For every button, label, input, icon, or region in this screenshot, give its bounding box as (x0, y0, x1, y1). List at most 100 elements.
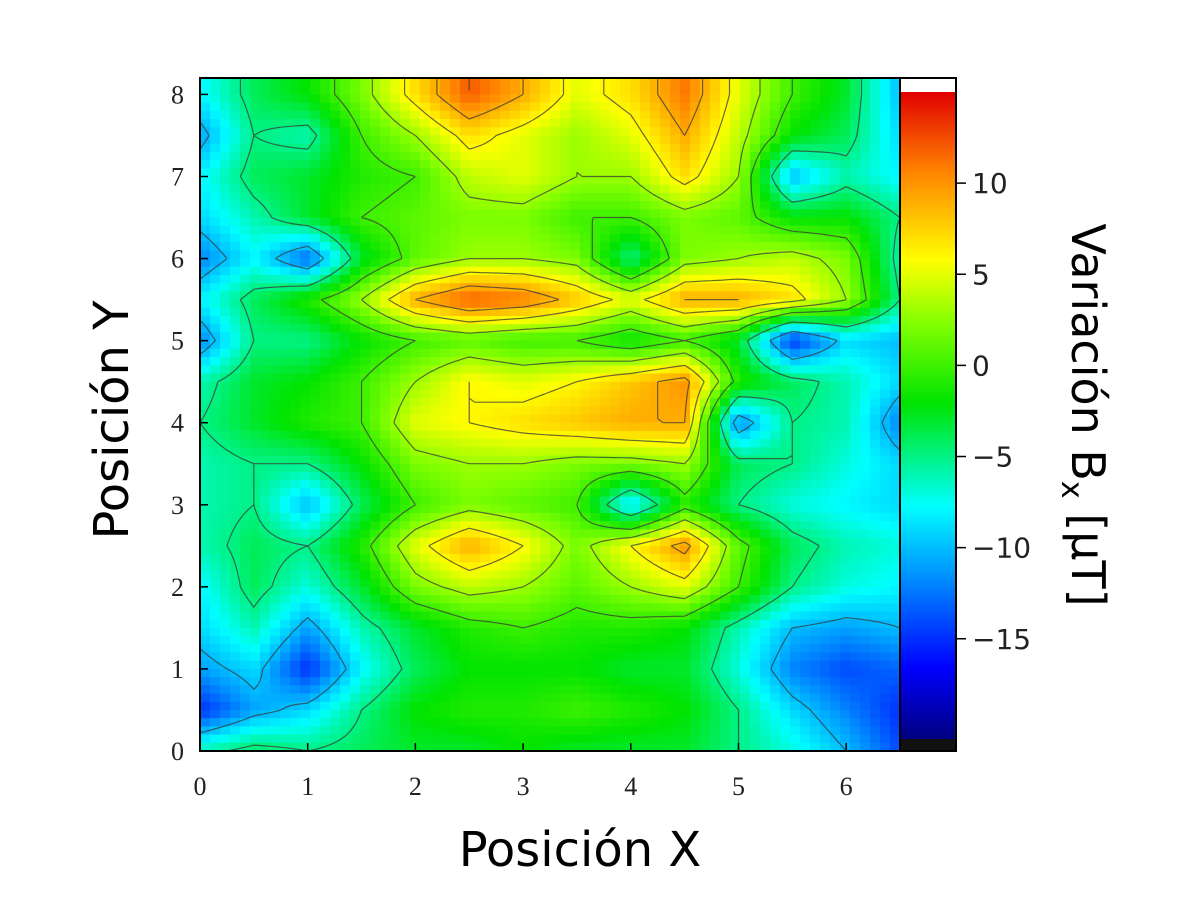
heatmap-cell (520, 562, 531, 572)
heatmap-cell (220, 316, 231, 325)
heatmap-cell (370, 373, 381, 383)
heatmap-cell (750, 110, 761, 120)
heatmap-cell (700, 86, 711, 96)
heatmap-cell (290, 365, 301, 375)
heatmap-cell (540, 78, 551, 87)
heatmap-cell (210, 316, 221, 325)
heatmap-cell (670, 562, 681, 572)
heatmap-cell (580, 233, 591, 243)
heatmap-cell (200, 512, 211, 522)
heatmap-cell (610, 176, 621, 186)
heatmap-cell (350, 545, 361, 555)
heatmap-cell (530, 406, 541, 416)
heatmap-cell (490, 471, 501, 481)
heatmap-cell (680, 389, 691, 399)
heatmap-cell (880, 455, 891, 465)
heatmap-cell (330, 447, 341, 457)
heatmap-cell (360, 521, 371, 531)
heatmap-cell (630, 595, 641, 604)
heatmap-cell (390, 389, 401, 399)
heatmap-cell (820, 225, 831, 235)
heatmap-cell (820, 619, 831, 629)
heatmap-cell (650, 127, 661, 137)
heatmap-cell (330, 151, 341, 161)
heatmap-cell (550, 496, 561, 506)
heatmap-cell (670, 127, 681, 137)
heatmap-cell (590, 414, 601, 424)
heatmap-cell (890, 332, 901, 342)
heatmap-cell (740, 447, 751, 457)
heatmap-cell (410, 496, 421, 506)
heatmap-cell (350, 299, 361, 309)
heatmap-cell (270, 430, 281, 440)
heatmap-cell (240, 529, 251, 539)
heatmap-cell (580, 521, 591, 531)
heatmap-cell (880, 233, 891, 243)
heatmap-cell (570, 611, 581, 621)
heatmap-cell (890, 94, 901, 104)
heatmap-cell (220, 160, 231, 169)
heatmap-cell (360, 299, 371, 309)
heatmap-cell (840, 160, 851, 169)
heatmap-cell (320, 603, 331, 613)
heatmap-cell (600, 316, 611, 325)
heatmap-cell (380, 176, 391, 186)
heatmap-cell (750, 373, 761, 383)
heatmap-cell (850, 619, 861, 629)
heatmap-cell (650, 119, 661, 128)
heatmap-cell (730, 332, 741, 342)
heatmap-cell (740, 603, 751, 613)
heatmap-cell (320, 422, 331, 432)
heatmap-cell (630, 110, 641, 120)
heatmap-cell (250, 192, 261, 202)
heatmap-cell (400, 381, 411, 391)
heatmap-cell (560, 603, 571, 613)
heatmap-cell (880, 135, 891, 145)
heatmap-cell (680, 307, 691, 317)
heatmap-cell (410, 184, 421, 194)
heatmap-cell (460, 644, 471, 654)
heatmap-cell (750, 94, 761, 104)
heatmap-cell (630, 570, 641, 580)
heatmap-cell (590, 439, 601, 448)
heatmap-cell (350, 102, 361, 112)
heatmap-cell (850, 233, 861, 243)
heatmap-cell (230, 94, 241, 104)
heatmap-cell (800, 471, 811, 481)
heatmap-cell (250, 357, 261, 366)
heatmap-cell (610, 324, 621, 334)
heatmap-cell (640, 94, 651, 104)
heatmap-cell (820, 291, 831, 301)
heatmap-cell (340, 537, 351, 547)
heatmap-cell (520, 127, 531, 137)
heatmap-cell (720, 644, 731, 654)
heatmap-cell (480, 389, 491, 399)
heatmap-cell (350, 398, 361, 407)
heatmap-cell (600, 619, 611, 629)
heatmap-cell (760, 102, 771, 112)
heatmap-cell (440, 521, 451, 531)
heatmap-cell (280, 86, 291, 96)
heatmap-cell (340, 447, 351, 457)
heatmap-cell (850, 603, 861, 613)
heatmap-cell (380, 283, 391, 292)
heatmap-cell (500, 250, 511, 260)
heatmap-cell (470, 471, 481, 481)
heatmap-cell (860, 463, 871, 473)
heatmap-cell (660, 496, 671, 506)
heatmap-cell (310, 217, 321, 227)
heatmap-cell (310, 299, 321, 309)
heatmap-cell (770, 274, 781, 284)
heatmap-cell (750, 324, 761, 334)
heatmap-cell (420, 307, 431, 317)
heatmap-cell (650, 611, 661, 621)
heatmap-cell (640, 389, 651, 399)
heatmap-cell (720, 110, 731, 120)
heatmap-cell (600, 283, 611, 292)
heatmap-cell (430, 521, 441, 531)
heatmap-cell (360, 496, 371, 506)
heatmap-cell (620, 348, 631, 358)
heatmap-cell (560, 652, 571, 662)
heatmap-cell (260, 529, 271, 539)
heatmap-cell (350, 381, 361, 391)
